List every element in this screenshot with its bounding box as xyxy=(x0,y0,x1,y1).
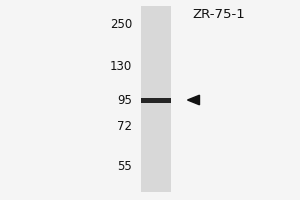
Text: 72: 72 xyxy=(117,119,132,132)
Text: ZR-75-1: ZR-75-1 xyxy=(193,8,245,21)
Text: 95: 95 xyxy=(117,94,132,106)
Bar xyxy=(141,6,171,192)
Text: 130: 130 xyxy=(110,60,132,72)
Polygon shape xyxy=(188,95,200,105)
Bar xyxy=(141,98,171,102)
Text: 250: 250 xyxy=(110,18,132,30)
Text: 55: 55 xyxy=(117,160,132,172)
